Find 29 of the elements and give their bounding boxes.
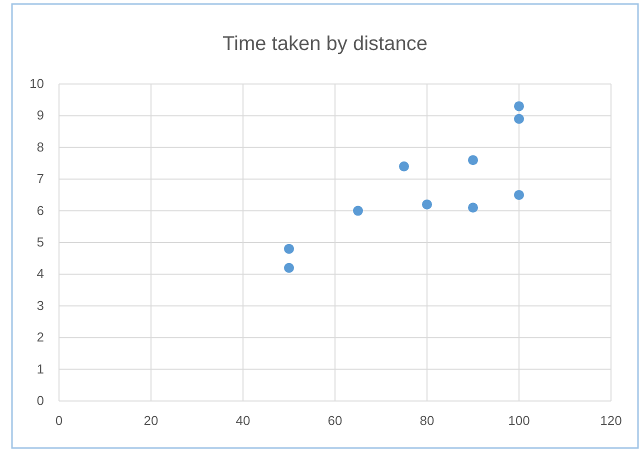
y-tick-label: 2 <box>36 330 44 345</box>
x-tick-label: 100 <box>508 413 530 428</box>
x-tick-label: 60 <box>328 413 342 428</box>
y-tick-label: 10 <box>30 76 44 91</box>
y-tick-label: 7 <box>36 171 44 186</box>
chart-title: Time taken by distance <box>222 33 428 55</box>
point <box>422 199 432 210</box>
x-tick-label: 20 <box>144 413 158 428</box>
point <box>353 206 363 216</box>
point <box>468 155 478 166</box>
point <box>284 262 294 273</box>
point <box>514 101 524 112</box>
x-tick-label: 0 <box>55 413 63 428</box>
point <box>284 244 294 254</box>
x-tick-label: 120 <box>600 413 622 428</box>
y-tick-label: 4 <box>36 266 44 282</box>
y-tick-label: 6 <box>36 202 44 218</box>
y-tick-label: 1 <box>36 361 44 376</box>
x-tick-label: 80 <box>420 413 434 428</box>
y-tick-label: 3 <box>36 298 44 313</box>
x-tick-label: 40 <box>236 413 250 428</box>
y-tick-label: 5 <box>36 234 44 250</box>
point <box>514 114 524 124</box>
point <box>514 190 524 200</box>
point <box>399 161 409 172</box>
point <box>468 202 478 213</box>
y-tick-label: 8 <box>36 139 44 154</box>
y-tick-label: 9 <box>36 108 44 123</box>
y-tick-label: 0 <box>36 393 44 408</box>
